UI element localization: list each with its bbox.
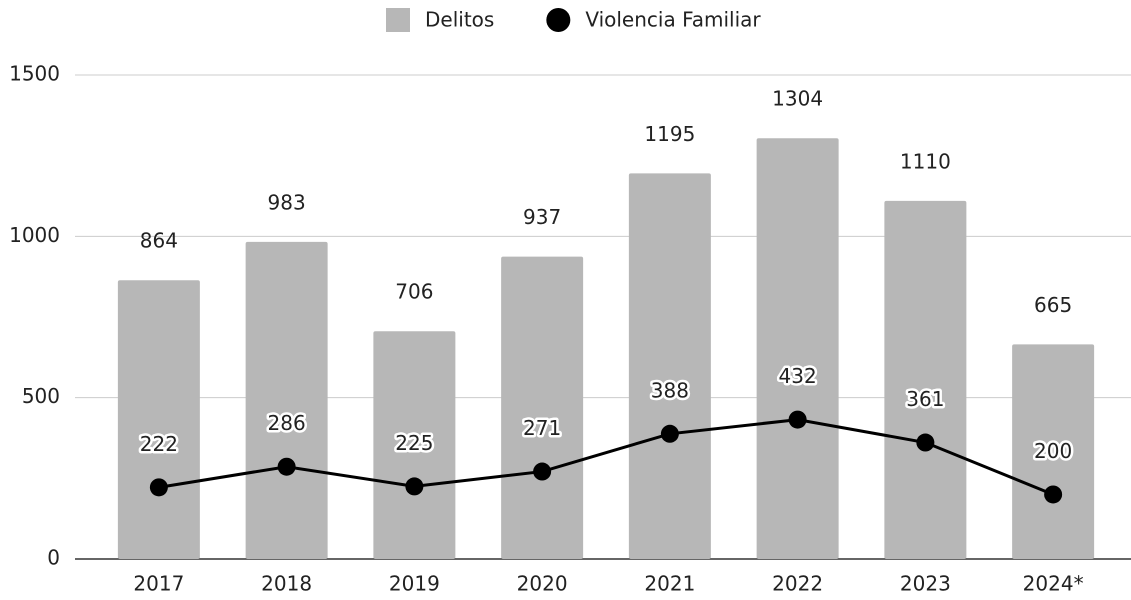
bar-value-label: 706 bbox=[395, 280, 433, 304]
line-point bbox=[916, 433, 935, 452]
bar-value-label: 1304 bbox=[772, 87, 823, 111]
bar bbox=[1012, 344, 1095, 559]
x-tick-label: 2018 bbox=[261, 572, 312, 596]
line bbox=[158, 418, 1054, 496]
bar bbox=[628, 173, 711, 559]
bar bbox=[117, 280, 200, 559]
bar bbox=[245, 241, 328, 559]
x-tick-label: 2022 bbox=[772, 572, 823, 596]
y-tick-label: 0 bbox=[47, 546, 60, 570]
line-point bbox=[788, 410, 807, 429]
x-tick-label: 2024* bbox=[1023, 572, 1084, 596]
x-tick-label: 2021 bbox=[644, 572, 695, 596]
bar bbox=[373, 331, 456, 559]
line-point bbox=[277, 457, 296, 476]
line-value-label: 388 bbox=[651, 378, 689, 402]
y-tick-label: 1500 bbox=[9, 62, 60, 86]
bar-value-label: 665 bbox=[1034, 293, 1072, 317]
x-tick-label: 2023 bbox=[900, 572, 951, 596]
line-value-label: 271 bbox=[523, 416, 561, 440]
bar-value-label: 1195 bbox=[644, 122, 695, 146]
bar bbox=[501, 256, 584, 559]
line-value-label: 200 bbox=[1034, 439, 1072, 463]
bar-value-label: 864 bbox=[140, 229, 178, 253]
y-tick-label: 500 bbox=[22, 384, 60, 408]
line-value-label: 432 bbox=[779, 364, 817, 388]
line-value-label: 225 bbox=[395, 431, 433, 455]
bar-value-label: 983 bbox=[268, 190, 306, 214]
line-point bbox=[405, 477, 424, 496]
line-value-label: 222 bbox=[140, 432, 178, 456]
bar-value-label: 1110 bbox=[900, 149, 951, 173]
legend-label: Violencia Familiar bbox=[585, 8, 761, 32]
line-point bbox=[149, 478, 168, 497]
line-value-label: 361 bbox=[906, 387, 944, 411]
x-tick-label: 2020 bbox=[517, 572, 568, 596]
line-point bbox=[1044, 485, 1063, 504]
x-tick-label: 2017 bbox=[133, 572, 184, 596]
legend-marker bbox=[546, 8, 571, 32]
y-tick-label: 1000 bbox=[9, 223, 60, 247]
legend-marker bbox=[386, 8, 410, 32]
bar-value-label: 937 bbox=[523, 205, 561, 229]
bar bbox=[756, 138, 839, 559]
line-point bbox=[533, 462, 552, 481]
bar bbox=[884, 200, 967, 559]
legend-label: Delitos bbox=[425, 8, 494, 32]
x-tick-label: 2019 bbox=[389, 572, 440, 596]
line-point bbox=[660, 424, 679, 443]
line-value-label: 286 bbox=[268, 411, 306, 435]
